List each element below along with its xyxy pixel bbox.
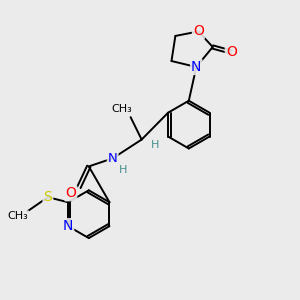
Text: H: H [151, 140, 160, 150]
Text: N: N [191, 60, 202, 74]
Text: O: O [226, 45, 237, 59]
Text: N: N [63, 219, 73, 233]
Text: O: O [65, 186, 76, 200]
Text: CH₃: CH₃ [111, 104, 132, 114]
Text: H: H [119, 165, 127, 175]
Text: CH₃: CH₃ [8, 211, 29, 221]
Text: S: S [44, 190, 52, 204]
Text: N: N [108, 152, 118, 165]
Text: O: O [193, 25, 204, 38]
